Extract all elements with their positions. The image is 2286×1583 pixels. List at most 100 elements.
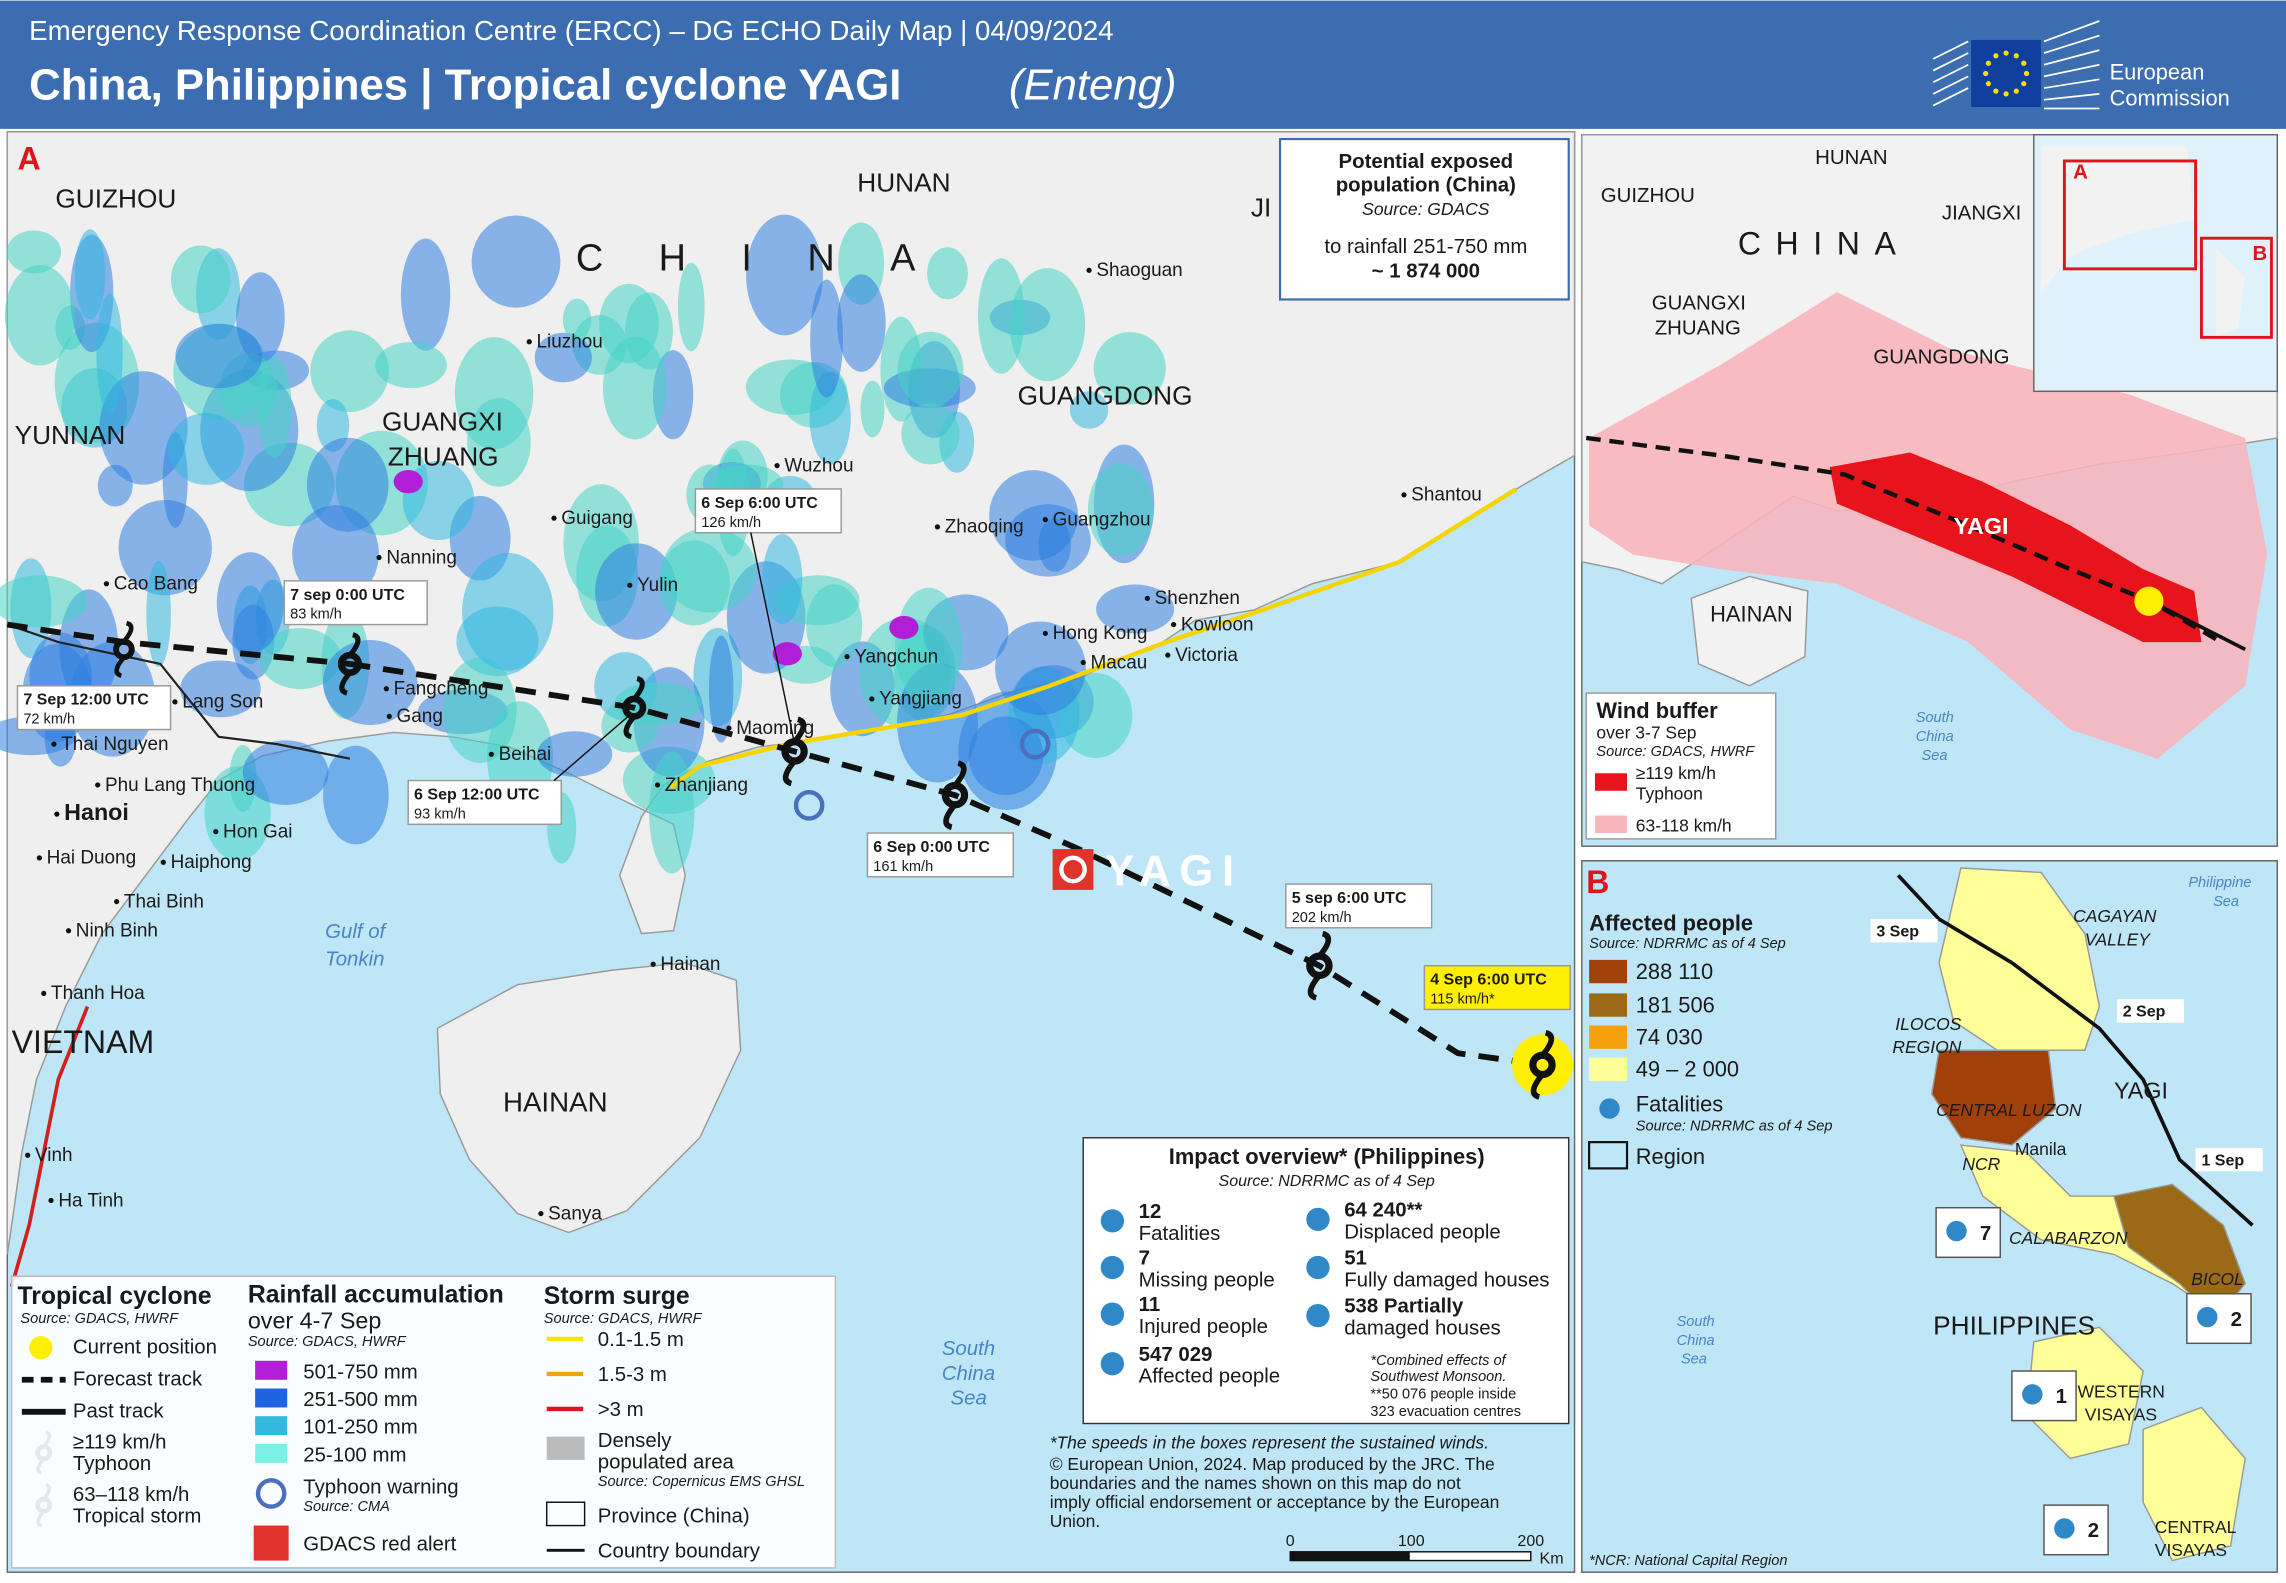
cyclone-tail	[943, 802, 958, 830]
exposure-text: population (China)	[1336, 175, 1516, 197]
track-time: 6 Sep 6:00 UTC	[701, 494, 818, 512]
inset-label: China	[1916, 729, 1954, 745]
wind-class: 63-118 km/h	[1636, 816, 1732, 836]
legend-item: Forecast track	[73, 1369, 203, 1391]
impact-label: Fully damaged houses	[1344, 1269, 1549, 1291]
rain-blob	[1096, 584, 1175, 634]
rain-blob	[806, 584, 863, 667]
legend-item: populated area	[598, 1452, 735, 1474]
city-label: Thanh Hoa	[51, 983, 145, 1004]
track-date: 1 Sep	[2201, 1151, 2244, 1169]
region-label: REGION	[1892, 1037, 1961, 1057]
rain-blob	[257, 356, 292, 458]
rain-blob	[977, 258, 1025, 374]
rain-blob	[658, 540, 731, 626]
hainan-island	[436, 962, 742, 1234]
water-label: Tonkin	[325, 949, 384, 971]
rain-swatch	[255, 1416, 288, 1436]
rain-blob	[677, 262, 705, 352]
panel-letter: A	[17, 141, 40, 177]
star	[1985, 60, 1992, 66]
track-box	[1423, 964, 1571, 1011]
panel-letter: B	[1586, 864, 1609, 900]
affected-swatch	[1589, 993, 1628, 1017]
star	[2021, 60, 2027, 66]
legend-item: Fatalities	[1636, 1092, 1724, 1117]
city-label: Wuzhou	[784, 455, 853, 476]
city-dot	[95, 782, 101, 788]
rain-blob	[894, 587, 963, 706]
wind-swatch	[1594, 815, 1628, 834]
track-date: 2 Sep	[2123, 1003, 2166, 1021]
legend-alert	[253, 1525, 289, 1561]
rain-blob	[462, 552, 554, 671]
wind-legend-box	[1585, 692, 1777, 840]
impact-value: 51	[1344, 1248, 1367, 1270]
inset-label: YAGI	[1954, 513, 2009, 539]
impact-label: Displaced people	[1344, 1221, 1501, 1243]
city-dot	[934, 524, 941, 530]
region-label: China	[1677, 1333, 1715, 1349]
city-label: Cao Bang	[114, 574, 198, 595]
city-dot	[488, 751, 494, 757]
legend-source: Source: NDRRMC as of 4 Sep	[1589, 936, 1786, 952]
region-label: PHILIPPINES	[1933, 1311, 2095, 1341]
exposure-text: Source: GDACS	[1362, 199, 1490, 219]
city-label: Phu Lang Thuong	[105, 775, 255, 796]
legend-item: Typhoon	[73, 1453, 151, 1475]
rain-swatch	[255, 1388, 288, 1408]
surge-coast	[9, 1005, 90, 1287]
legend-item: Tropical storm	[73, 1506, 202, 1528]
leader	[553, 714, 631, 782]
impact-value: 538 Partially	[1344, 1296, 1464, 1318]
legend-current	[29, 1336, 53, 1360]
star	[1985, 81, 1992, 87]
affected-class: 288 110	[1636, 959, 1713, 984]
star	[1983, 70, 1989, 77]
legend-subtitle: over 4-7 Sep	[248, 1308, 381, 1334]
region-label: CALABARZON	[2009, 1228, 2128, 1248]
region-label: GUANGDONG	[1018, 380, 1193, 410]
rain-blob	[242, 740, 329, 805]
rain-blob	[649, 751, 695, 874]
cyclone-tail	[782, 759, 797, 787]
wind-title: Wind buffer	[1596, 698, 1718, 723]
rain-blob	[393, 470, 423, 494]
legend-item: Region	[1636, 1144, 1705, 1169]
track-speed: 161 km/h	[873, 859, 933, 875]
scale-bar	[1290, 1551, 1410, 1561]
city-label: Sanya	[548, 1203, 602, 1224]
rain-blob	[6, 230, 62, 274]
rain-blob	[537, 731, 613, 777]
panel-b	[1581, 860, 2278, 1573]
region-label: ZHUANG	[388, 442, 499, 472]
inset-label: A	[2073, 161, 2088, 183]
disclaimer: imply official endorsement or acceptance…	[1050, 1492, 1500, 1512]
city-dot	[551, 515, 557, 521]
rain-blob	[99, 371, 188, 485]
rain-blob	[772, 642, 802, 666]
city-label: Maoming	[736, 718, 814, 739]
city-dot	[36, 855, 42, 861]
region-label: ILOCOS	[1895, 1014, 1961, 1034]
city-label: Ninh Binh	[76, 921, 158, 942]
track-speed: 93 km/h	[414, 806, 466, 822]
track-box	[1285, 883, 1433, 929]
rain-blob	[146, 560, 171, 667]
rain-swatch	[255, 1443, 288, 1463]
impact-value: 12	[1139, 1201, 1162, 1223]
rain-blob	[762, 534, 803, 625]
legend-item: 0.1-1.5 m	[598, 1329, 684, 1351]
map-title-alt: (Enteng)	[1009, 61, 1177, 110]
city-label: Shenzhen	[1155, 588, 1240, 609]
cyclone-tail	[339, 671, 352, 696]
panel-a	[0, 131, 2185, 1573]
locator-a	[2062, 159, 2198, 271]
impact-label: damaged houses	[1344, 1318, 1501, 1340]
track-time: 7 sep 0:00 UTC	[290, 586, 405, 604]
inset-label: ZHUANG	[1655, 317, 1741, 339]
track-speed: 72 km/h	[23, 712, 75, 728]
region-label: CAGAYAN	[2073, 906, 2157, 926]
region-label: YAGI	[2114, 1077, 2168, 1103]
